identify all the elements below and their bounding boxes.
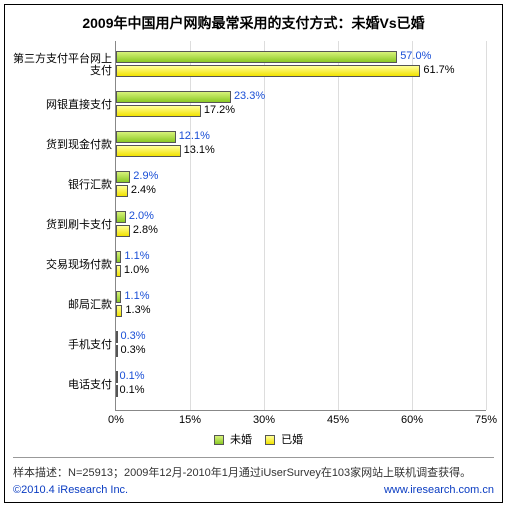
x-tick-label: 60% <box>401 410 423 426</box>
category-label: 邮局汇款 <box>10 299 116 311</box>
bar-unmarried <box>116 331 118 343</box>
legend-swatch-unmarried <box>214 435 224 445</box>
bar-unmarried <box>116 131 176 143</box>
legend-label-married: 已婚 <box>281 434 303 446</box>
category-label: 交易现场付款 <box>10 259 116 271</box>
value-label-unmarried: 0.3% <box>120 330 145 342</box>
gridline <box>486 41 487 410</box>
value-label-married: 1.3% <box>125 304 150 316</box>
value-label-unmarried: 0.1% <box>119 370 144 382</box>
bar-married <box>116 105 201 117</box>
value-label-unmarried: 23.3% <box>234 90 265 102</box>
x-tick-label: 30% <box>253 410 275 426</box>
category-group: 银行汇款2.9%2.4% <box>116 165 486 205</box>
category-group: 交易现场付款1.1%1.0% <box>116 245 486 285</box>
bar-married <box>116 65 420 77</box>
value-label-unmarried: 2.0% <box>129 210 154 222</box>
category-group: 第三方支付平台网上支付57.0%61.7% <box>116 45 486 85</box>
value-label-unmarried: 1.1% <box>124 290 149 302</box>
bar-unmarried <box>116 211 126 223</box>
x-tick-label: 45% <box>327 410 349 426</box>
x-tick-label: 75% <box>475 410 497 426</box>
value-label-unmarried: 12.1% <box>179 130 210 142</box>
value-label-married: 61.7% <box>423 64 454 76</box>
category-label: 电话支付 <box>10 379 116 391</box>
chart-container: 2009年中国用户网购最常采用的支付方式：未婚Vs已婚 0% 15% 30% 45% 6… <box>4 4 503 503</box>
plot-area: 0%15%30%45%60%75%第三方支付平台网上支付57.0%61.7%网银… <box>115 41 486 411</box>
value-label-unmarried: 57.0% <box>400 50 431 62</box>
value-label-married: 0.3% <box>120 344 145 356</box>
category-label: 货到刷卡支付 <box>10 219 116 231</box>
category-label: 网银直接支付 <box>10 99 116 111</box>
category-group: 电话支付0.1%0.1% <box>116 365 486 405</box>
bar-married <box>116 225 130 237</box>
value-label-married: 13.1% <box>184 144 215 156</box>
category-group: 手机支付0.3%0.3% <box>116 325 486 365</box>
bar-unmarried <box>116 51 397 63</box>
category-label: 银行汇款 <box>10 179 116 191</box>
value-label-unmarried: 2.9% <box>133 170 158 182</box>
bar-married <box>116 345 118 357</box>
bar-married <box>116 185 128 197</box>
x-tick-label: 15% <box>179 410 201 426</box>
bar-unmarried <box>116 91 231 103</box>
value-label-married: 1.0% <box>124 264 149 276</box>
category-label: 手机支付 <box>10 339 116 351</box>
bar-married <box>116 385 118 397</box>
sample-footnote: 样本描述：N=25913；2009年12月-2010年1月通过iUserSurv… <box>13 457 494 484</box>
legend-swatch-married <box>265 435 275 445</box>
bar-married <box>116 265 121 277</box>
category-group: 货到刷卡支付2.0%2.8% <box>116 205 486 245</box>
category-group: 货到现金付款12.1%13.1% <box>116 125 486 165</box>
x-tick-label: 0% <box>108 410 124 426</box>
bar-married <box>116 305 122 317</box>
footer: ©2010.4 iResearch Inc. www.iresearch.com… <box>13 484 494 496</box>
legend-label-unmarried: 未婚 <box>230 434 252 446</box>
value-label-married: 2.4% <box>131 184 156 196</box>
bar-unmarried <box>116 251 121 263</box>
value-label-unmarried: 1.1% <box>124 250 149 262</box>
bar-unmarried <box>116 171 130 183</box>
source-url: www.iresearch.com.cn <box>384 484 494 496</box>
category-label: 货到现金付款 <box>10 139 116 151</box>
bar-unmarried <box>116 371 118 383</box>
category-group: 邮局汇款1.1%1.3% <box>116 285 486 325</box>
value-label-married: 0.1% <box>119 384 144 396</box>
bar-married <box>116 145 181 157</box>
category-group: 网银直接支付23.3%17.2% <box>116 85 486 125</box>
bar-unmarried <box>116 291 121 303</box>
value-label-married: 17.2% <box>204 104 235 116</box>
category-label: 第三方支付平台网上支付 <box>10 53 116 77</box>
copyright-text: ©2010.4 iResearch Inc. <box>13 484 128 496</box>
chart-title: 2009年中国用户网购最常采用的支付方式：未婚Vs已婚 <box>5 5 502 37</box>
value-label-married: 2.8% <box>133 224 158 236</box>
